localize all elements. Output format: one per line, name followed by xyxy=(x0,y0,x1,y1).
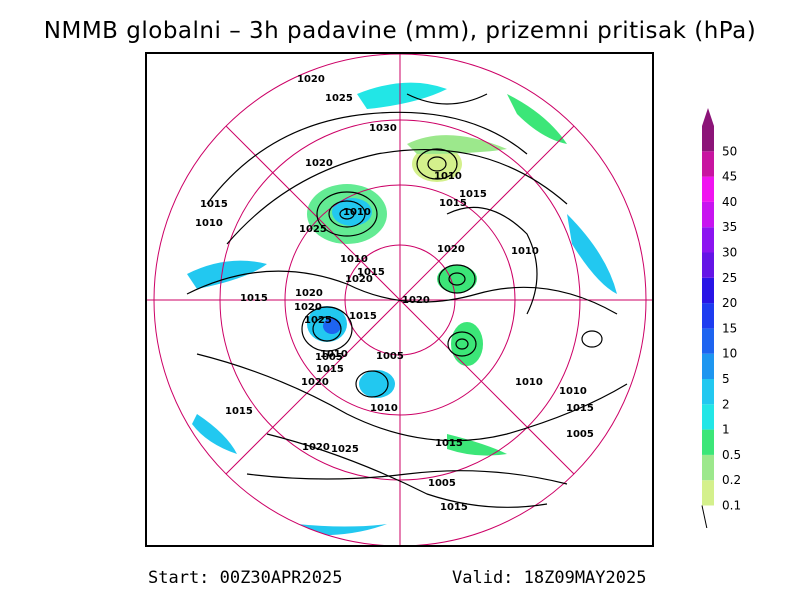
isobar-label: 1025 xyxy=(325,93,353,104)
legend-label: 30 xyxy=(722,246,737,260)
legend-underflow-tail xyxy=(701,505,708,528)
isobar-label: 1010 xyxy=(320,349,348,360)
isobar-label: 1005 xyxy=(315,352,343,363)
isobar-label: 1015 xyxy=(225,406,253,417)
legend-label: 35 xyxy=(722,220,737,234)
legend-swatch xyxy=(702,176,714,202)
isobar-label: 1005 xyxy=(428,478,456,489)
isobar-label: 1005 xyxy=(376,351,404,362)
isobar-label: 1025 xyxy=(299,224,327,235)
legend-label: 5 xyxy=(722,372,730,386)
legend-swatch xyxy=(702,277,714,304)
legend-swatch xyxy=(702,454,714,481)
polar-map: 1020102510301020102510151010102510201010… xyxy=(147,54,652,545)
graticule xyxy=(147,54,652,545)
isobar-label: 1010 xyxy=(559,386,587,397)
isobar-label: 1010 xyxy=(343,207,371,218)
isobar-label: 1010 xyxy=(434,171,462,182)
isobar-label: 1025 xyxy=(331,444,359,455)
isobar-label: 1015 xyxy=(566,403,594,414)
legend-swatch xyxy=(702,126,714,152)
run-start-label: Start: 00Z30APR2025 xyxy=(148,568,343,588)
isobar-label: 1015 xyxy=(200,199,228,210)
legend-label: 0.2 xyxy=(722,473,741,487)
legend-label: 40 xyxy=(722,195,737,209)
isobar-label: 1015 xyxy=(349,311,377,322)
legend-label: 45 xyxy=(722,170,737,184)
isobar-label: 1020 xyxy=(402,295,430,306)
legend-swatch xyxy=(702,379,714,405)
legend-swatch xyxy=(702,303,714,329)
isobar-lines xyxy=(186,93,628,508)
isobar-label: 1015 xyxy=(459,189,487,200)
isobar-label: 1020 xyxy=(301,377,329,388)
isobar-label: 1015 xyxy=(440,502,468,513)
legend-label: 1 xyxy=(722,423,730,437)
legend-label: 10 xyxy=(722,347,737,361)
legend-swatch xyxy=(702,429,714,455)
map-title: NMMB globalni – 3h padavine (mm), prizem… xyxy=(43,18,757,44)
isobar-label: 1020 xyxy=(294,302,322,313)
legend-swatch xyxy=(702,201,714,228)
isobar-label: 1010 xyxy=(195,218,223,229)
isobar-label: 1020 xyxy=(437,244,465,255)
legend-swatch xyxy=(702,404,714,430)
isobar-label: 1005 xyxy=(566,429,594,440)
legend-swatch xyxy=(702,252,714,278)
legend-label: 0.5 xyxy=(722,448,741,462)
isobar-label: 1010 xyxy=(370,403,398,414)
valid-time-label: Valid: 18Z09MAY2025 xyxy=(452,568,647,588)
isobar-label: 1020 xyxy=(302,442,330,453)
legend-label: 50 xyxy=(722,144,737,158)
isobar-label: 1020 xyxy=(297,74,325,85)
legend-swatch xyxy=(702,353,714,379)
isobar-label: 1020 xyxy=(295,288,323,299)
map-panel: 1020 1025 1030 1020 1025 1015 1010 1025 1020 1010… xyxy=(145,52,654,547)
legend-label: 0.1 xyxy=(722,499,741,513)
legend-label: 2 xyxy=(722,397,730,411)
isobar-label: 1015 xyxy=(316,364,344,375)
isobar-label: 1020 xyxy=(345,274,373,285)
legend-swatch xyxy=(702,227,714,253)
legend-swatch xyxy=(702,328,714,354)
legend-swatch xyxy=(702,480,714,506)
isobar-label: 1015 xyxy=(435,438,463,449)
isobar-label: 1015 xyxy=(439,198,467,209)
isobar-label: 1030 xyxy=(369,123,397,134)
legend-overflow-arrow xyxy=(702,108,714,126)
isobar-label: 1010 xyxy=(515,377,543,388)
isobar-label: 1015 xyxy=(357,267,385,278)
legend-swatch xyxy=(702,151,714,177)
isobar-label: 1010 xyxy=(511,246,539,257)
isobar-label: 1015 xyxy=(240,293,268,304)
isobar-label: 1020 xyxy=(305,158,333,169)
legend-label: 25 xyxy=(722,271,737,285)
isobar-label: 1025 xyxy=(304,315,332,326)
isobar-label: 1010 xyxy=(340,254,368,265)
legend-label: 20 xyxy=(722,296,737,310)
legend-label: 15 xyxy=(722,321,737,335)
